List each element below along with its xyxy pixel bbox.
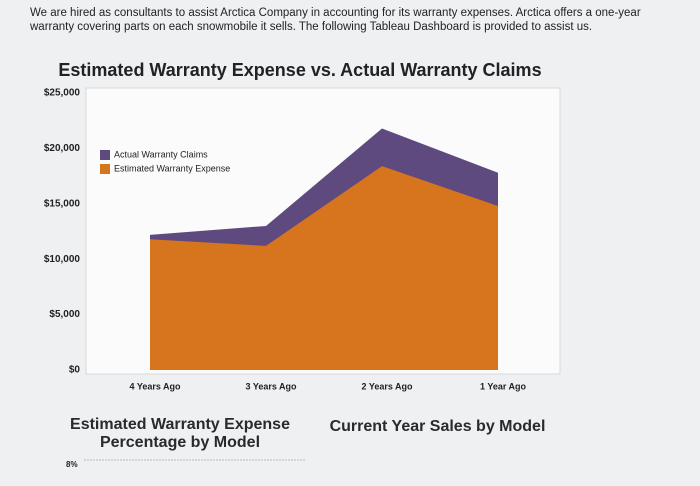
panel-title: Estimated Warranty Expense Percentage by…: [70, 416, 290, 451]
y-tick-label: $15,000: [44, 198, 81, 209]
y-tick-label: $20,000: [44, 143, 81, 154]
legend-label: Actual Warranty Claims: [114, 149, 208, 159]
x-tick-label: 2 Years Ago: [361, 381, 413, 391]
panel-title: Current Year Sales by Model: [329, 418, 546, 435]
x-tick-label: 1 Year Ago: [480, 381, 527, 391]
x-tick-label: 3 Years Ago: [245, 381, 297, 391]
y-tick-label: $10,000: [44, 254, 81, 265]
legend-swatch: [100, 164, 110, 174]
area: [150, 166, 498, 370]
y-tick-label: 8%: [66, 460, 78, 469]
y-tick-label: $5,000: [49, 309, 80, 320]
intro-text: We are hired as consultants to assist Ar…: [30, 7, 641, 33]
legend-swatch: [100, 150, 110, 160]
y-tick-label: $0: [69, 365, 81, 376]
x-tick-label: 4 Years Ago: [129, 381, 181, 391]
legend-label: Estimated Warranty Expense: [114, 163, 230, 173]
chart-title: Estimated Warranty Expense vs. Actual Wa…: [58, 60, 541, 80]
y-tick-label: $25,000: [44, 88, 81, 99]
